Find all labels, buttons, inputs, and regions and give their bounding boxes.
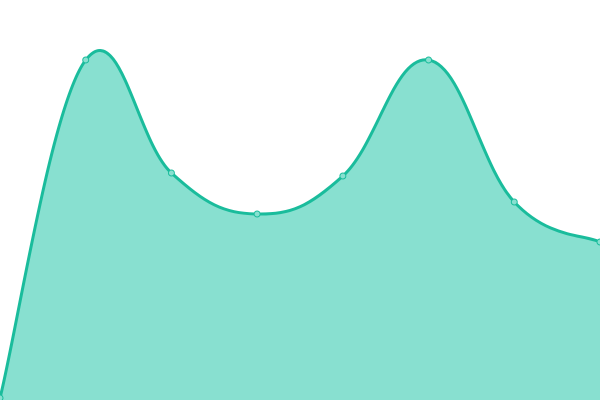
data-point-3 xyxy=(253,210,261,218)
data-points xyxy=(0,56,600,400)
data-point-7 xyxy=(596,238,600,246)
data-point-5 xyxy=(425,56,433,64)
data-point-0 xyxy=(0,394,4,400)
series-line xyxy=(0,49,600,399)
data-point-2 xyxy=(167,169,175,177)
data-point-6 xyxy=(510,198,518,206)
data-point-1 xyxy=(82,56,90,64)
data-point-4 xyxy=(339,172,347,180)
area-fill xyxy=(0,50,600,400)
